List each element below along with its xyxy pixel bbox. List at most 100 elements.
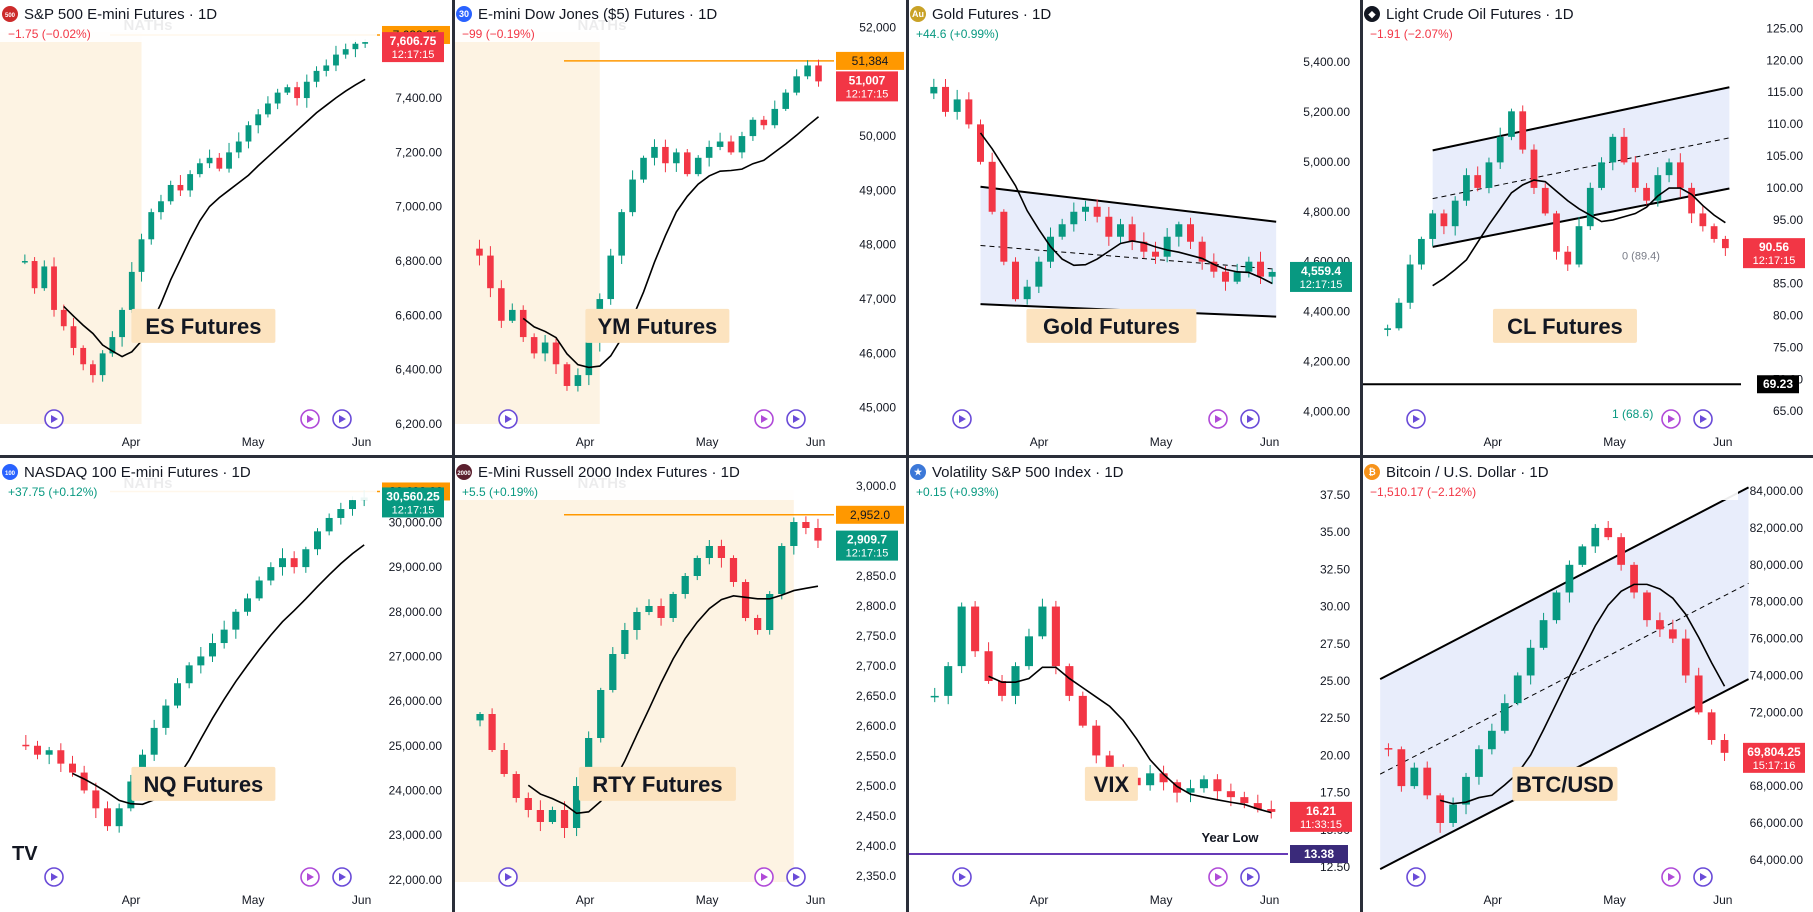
y-tick-label: 64,000.00 <box>1750 853 1804 867</box>
instrument-label: VIX <box>1094 772 1130 797</box>
candle-body <box>1152 251 1159 257</box>
channel-mid-line <box>980 244 1277 270</box>
es-futures-panel[interactable]: 7,400.00 7,200.00 7,000.00 6,800.00 6,600.00… <box>0 0 452 454</box>
candle-body <box>1643 592 1651 621</box>
candle-body <box>662 146 669 164</box>
y-tick-label: 66,000.00 <box>1750 816 1804 830</box>
btc-usd-panel[interactable]: 84,000.00 82,000.00 80,000.00 78,000.00 76,0… <box>1362 458 1813 912</box>
candle-body <box>1530 149 1538 188</box>
instrument-label-box <box>578 766 736 801</box>
forward-icon[interactable] <box>786 409 806 429</box>
lightning-icon[interactable] <box>1208 867 1228 887</box>
forward-icon[interactable] <box>1693 409 1713 429</box>
rty-futures-panel[interactable]: 3,000.02,950.02,900.02,850.02,800.02,750… <box>454 458 906 912</box>
candle-body <box>162 705 170 728</box>
fib-footnote: 1 (68.6) <box>1612 407 1653 421</box>
candle-body <box>1631 162 1639 188</box>
symbol-badge-text: ◆ <box>1368 9 1377 19</box>
forward-icon[interactable] <box>1693 867 1713 887</box>
lightning-icon[interactable] <box>1208 409 1228 429</box>
y-tick-label: 65.00 <box>1773 404 1803 418</box>
channel-upper-line <box>1432 86 1730 152</box>
gold-futures-panel[interactable]: 5,400.00 5,200.00 5,000.00 4,800.00 4,600.00… <box>908 0 1360 454</box>
price-label: 4,559.4 <box>1301 264 1341 278</box>
replay-icon-glyph <box>505 415 512 423</box>
y-tick-label: 47,000 <box>859 292 896 306</box>
candle-body <box>245 125 252 142</box>
lightning-icon[interactable] <box>754 867 774 887</box>
crude-oil-panel[interactable]: 125.00 120.00 115.00 110.00 105.00 100.00 95.0… <box>1362 0 1813 454</box>
x-tick-label: Apr <box>1030 435 1049 449</box>
lightning-icon[interactable] <box>1661 867 1681 887</box>
candle-body <box>349 500 356 510</box>
candle-body <box>290 558 298 568</box>
candle-body <box>284 87 291 93</box>
candle-body <box>255 114 262 126</box>
candle-body <box>302 549 310 568</box>
candle-body <box>621 630 629 654</box>
replay-icon[interactable] <box>498 409 518 429</box>
symbol-badge-text: 500 <box>5 13 16 19</box>
symbol-badge-text: ₿ <box>1368 467 1375 477</box>
forward-icon[interactable] <box>786 867 806 887</box>
y-tick-label: 6,200.00 <box>395 417 442 431</box>
candle-body <box>607 255 614 300</box>
forward-icon[interactable] <box>332 867 352 887</box>
candle-body <box>148 212 155 240</box>
candle-body <box>1578 546 1587 565</box>
countdown-timer: 12:17:15 <box>846 88 889 100</box>
symbol-badge-text: ★ <box>914 467 923 477</box>
candle-body <box>790 522 798 546</box>
candle-body <box>1565 564 1574 593</box>
vix-panel[interactable]: 37.50 35.00 32.50 30.00 27.50 25.00 22.50 20.00… <box>908 458 1360 912</box>
y-tick-label: 6,600.00 <box>395 308 442 322</box>
candle-body <box>1449 804 1457 823</box>
header-bg <box>1362 0 1738 42</box>
ym-futures-panel[interactable]: 52,00051,00050,00049,00048,00047,00046,0… <box>454 0 906 454</box>
candle-body <box>930 695 939 698</box>
divider <box>0 455 1813 458</box>
replay-icon[interactable] <box>1406 867 1426 887</box>
candle-body <box>609 654 617 690</box>
forward-icon[interactable] <box>1240 409 1260 429</box>
nq-futures-panel[interactable]: 30,000.00 29,000.00 28,000.00 27,000.00 26,0… <box>0 458 452 912</box>
lightning-icon[interactable] <box>300 409 320 429</box>
instrument-label: BTC/USD <box>1516 772 1614 797</box>
candle-body <box>1418 238 1425 265</box>
candle-body <box>1245 261 1253 272</box>
moving-average-line <box>72 544 365 806</box>
x-tick-label: Apr <box>122 435 141 449</box>
lightning-icon[interactable] <box>1661 409 1681 429</box>
tradingview-logo[interactable]: TV <box>12 843 38 865</box>
replay-icon[interactable] <box>44 867 64 887</box>
y-tick-label: 7,400.00 <box>395 91 442 105</box>
candle-body <box>104 808 111 827</box>
lightning-icon[interactable] <box>754 409 774 429</box>
y-tick-label: 6,800.00 <box>395 254 442 268</box>
forward-icon[interactable] <box>1240 867 1260 887</box>
replay-icon[interactable] <box>952 409 972 429</box>
header-bg <box>908 0 1285 42</box>
replay-icon[interactable] <box>1406 409 1426 429</box>
countdown-timer: 12:17:15 <box>1753 255 1796 267</box>
y-tick-label: 22.50 <box>1320 711 1350 725</box>
replay-icon[interactable] <box>44 409 64 429</box>
candle-body <box>1187 224 1194 242</box>
lightning-icon[interactable] <box>300 867 320 887</box>
price-tag <box>1743 238 1805 269</box>
replay-icon[interactable] <box>952 867 972 887</box>
candle-body <box>1552 592 1561 621</box>
candle-body <box>294 87 300 99</box>
candle-body <box>738 136 746 153</box>
candle-body <box>1591 527 1600 547</box>
forward-icon-glyph <box>1247 415 1254 423</box>
price-change: −99 (−0.19%) <box>462 27 535 41</box>
channel-mid-line <box>1432 137 1730 200</box>
high-level-label: 51,384 <box>852 54 889 68</box>
es-chart-svg: 7,400.00 7,200.00 7,000.00 6,800.00 6,600.00… <box>0 0 450 449</box>
candle-body <box>206 157 213 164</box>
candle-body <box>778 546 786 594</box>
replay-icon[interactable] <box>498 867 518 887</box>
forward-icon[interactable] <box>332 409 352 429</box>
